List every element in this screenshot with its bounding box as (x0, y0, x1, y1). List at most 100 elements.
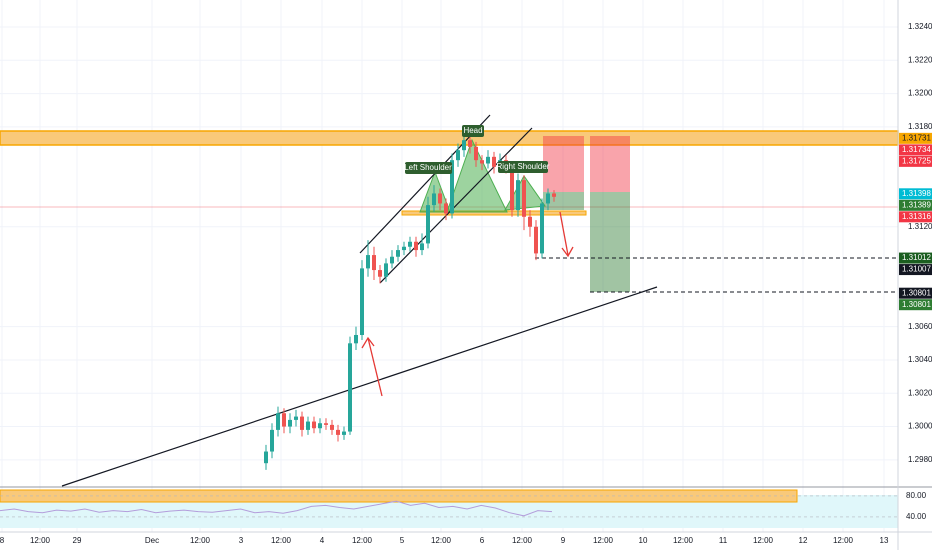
resistance-zone (0, 130, 899, 146)
price-tag-label: 1.31734 (902, 145, 931, 154)
axis-labels: 1.32400 1.32200 1.32000 1.31800 1.31200 1.306… (0, 22, 932, 545)
price-tag (899, 211, 932, 223)
y-tick-label: 1.32000 (908, 89, 932, 98)
label-text: Right Shoulder (497, 162, 550, 171)
price-tag (899, 144, 932, 156)
candle-body (462, 140, 466, 151)
channel-line (359, 114, 491, 254)
label-text: Head (463, 126, 482, 135)
x-tick-label: 12:00 (30, 536, 51, 545)
candle-body (426, 205, 430, 244)
candle-body (288, 419, 292, 427)
x-tick-label: 29 (73, 536, 82, 545)
x-tick-label: 12:00 (512, 536, 533, 545)
candle-body (456, 150, 460, 161)
x-tick-label: Dec (145, 536, 159, 545)
pattern-label: Head (462, 125, 484, 137)
price-tag (899, 287, 932, 299)
x-tick-label: 12 (799, 536, 808, 545)
candle-body (486, 156, 490, 164)
grid (0, 0, 898, 532)
candle-body (432, 193, 436, 206)
x-tick-label: 12:00 (833, 536, 854, 545)
candle-body (336, 429, 340, 435)
candle-body (348, 343, 352, 432)
candle-body (300, 416, 304, 430)
candle-body (366, 255, 370, 269)
rsi-pane (0, 495, 898, 518)
candle-body (480, 160, 484, 164)
x-tick-label: 12:00 (271, 536, 292, 545)
candle-body (282, 413, 286, 427)
arrow (559, 211, 574, 258)
x-tick-label: 4 (320, 536, 325, 545)
candle-body (294, 416, 298, 420)
price-tag-label: 1.30801 (902, 300, 931, 309)
x-tick-label: 6 (480, 536, 485, 545)
candle-body (396, 250, 400, 257)
y-tick-label: 1.32200 (908, 55, 932, 64)
price-tag (899, 264, 932, 276)
candle-body (378, 270, 382, 277)
candle-body (384, 263, 388, 277)
price-tag (899, 199, 932, 211)
x-tick-label: 9 (561, 536, 566, 545)
x-tick-label: 12:00 (431, 536, 452, 545)
candle-body (276, 413, 280, 430)
x-tick-label: 12:00 (352, 536, 373, 545)
arrow (361, 336, 383, 397)
price-tag-label: 1.31398 (902, 189, 931, 198)
price-tag-label: 1.31725 (902, 156, 931, 165)
x-tick-label: 10 (639, 536, 648, 545)
rsi-line (0, 500, 553, 517)
x-tick-label: 12:00 (753, 536, 774, 545)
candle-body (330, 424, 334, 430)
y-tick-label: 1.30400 (908, 355, 932, 364)
candle-body (516, 180, 520, 211)
candle-body (540, 203, 544, 254)
price-tag-label: 1.31316 (902, 212, 931, 221)
x-tick-label: 13 (880, 536, 889, 545)
candle-body (390, 256, 394, 264)
label-box (405, 162, 452, 174)
candle-body (492, 156, 496, 167)
candle-body (468, 140, 472, 147)
y-tick-label: 1.30200 (908, 388, 932, 397)
price-tag-label: 1.31012 (902, 253, 931, 262)
y-tick-label: 1.29800 (908, 455, 932, 464)
y-tick-label: 1.30600 (908, 322, 932, 331)
candle-body (360, 268, 364, 335)
candle-body (402, 246, 406, 251)
price-tag (899, 155, 932, 167)
price-tag (899, 132, 932, 144)
candle-body (306, 421, 310, 430)
candle-body (318, 423, 322, 429)
label-box (462, 125, 484, 137)
rsi-tick-label: 40.00 (906, 512, 927, 521)
label-box (498, 161, 548, 173)
candle-body (264, 451, 268, 464)
y-tick-label: 1.30000 (908, 422, 932, 431)
candle-body (372, 255, 376, 271)
candle-body (450, 160, 454, 214)
x-tick-label: 11 (719, 536, 728, 545)
head-shape (446, 138, 508, 213)
stop-zone (543, 136, 584, 192)
price-tag (899, 252, 932, 264)
candle-body (552, 193, 556, 197)
rsi-tick-label: 80.00 (906, 491, 927, 500)
price-tag (899, 188, 932, 200)
x-tick-label: 8 (0, 536, 5, 545)
y-tick-label: 1.31800 (908, 122, 932, 131)
price-tag-label: 1.31007 (902, 265, 931, 274)
x-tick-label: 12:00 (190, 536, 211, 545)
candle-body (270, 429, 274, 452)
trend-line (61, 286, 658, 487)
candle-body (324, 423, 328, 425)
target-zone (590, 192, 630, 292)
candle-body (312, 421, 316, 429)
pattern-label: Right Shoulder (497, 161, 550, 173)
x-tick-label: 3 (239, 536, 244, 545)
